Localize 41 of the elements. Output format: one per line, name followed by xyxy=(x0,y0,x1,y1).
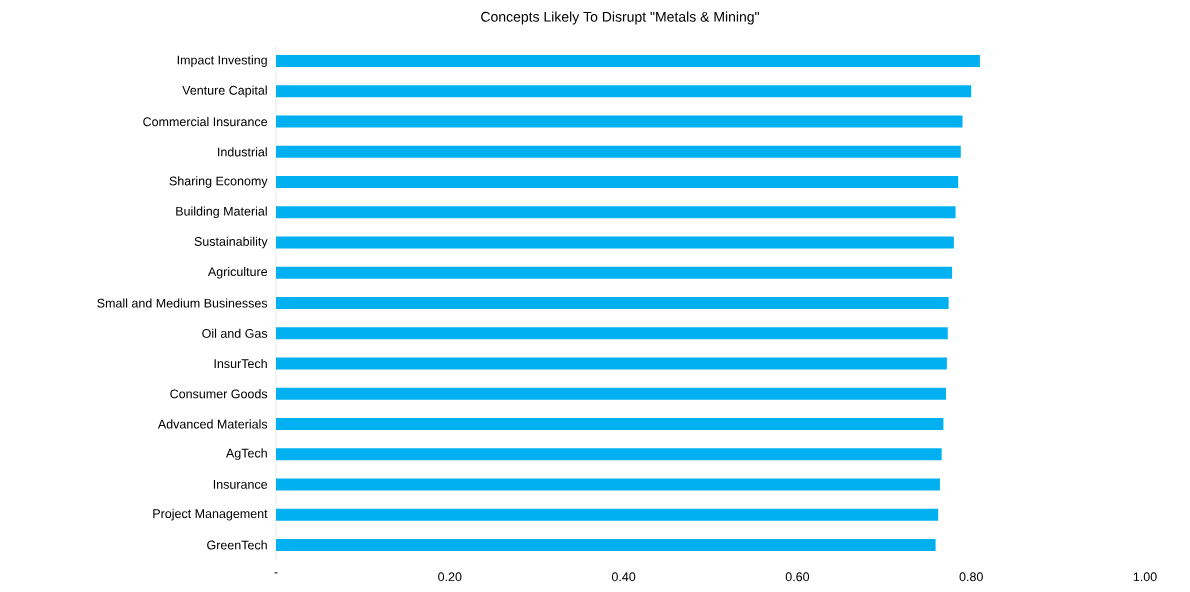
y-tick-label: Advanced Materials xyxy=(157,419,268,429)
x-tick-label: 0.80 xyxy=(959,572,983,582)
bar xyxy=(276,387,947,400)
y-tick-label: Oil and Gas xyxy=(202,328,268,338)
bar xyxy=(276,297,949,309)
bar xyxy=(276,478,940,491)
bar xyxy=(276,176,959,189)
y-tick-label: Venture Capital xyxy=(182,85,267,98)
bar xyxy=(276,266,953,279)
bar xyxy=(276,206,956,219)
y-tick-label: Small and Medium Businesses xyxy=(97,298,268,308)
y-tick-label: Project Management xyxy=(153,508,268,521)
bar xyxy=(276,448,942,461)
bar xyxy=(276,508,939,521)
bar xyxy=(276,85,972,98)
y-tick-label: InsurTech xyxy=(214,358,267,369)
bar xyxy=(276,538,936,551)
y-tick-label: Sharing Economy xyxy=(169,176,268,188)
y-tick-label: Building Material xyxy=(176,206,267,219)
y-tick-label: Consumer Goods xyxy=(170,389,268,399)
bar xyxy=(276,236,954,249)
y-tick-label: Impact Investing xyxy=(177,55,267,67)
x-tick-label: 0.20 xyxy=(438,572,462,582)
bar xyxy=(276,417,944,430)
bar xyxy=(276,327,948,340)
y-tick-label: AgTech xyxy=(225,448,267,461)
bar xyxy=(276,55,980,68)
y-tick-label: Commercial Insurance xyxy=(143,116,268,127)
y-tick-label: Sustainability xyxy=(194,236,268,249)
x-tick-label: - xyxy=(274,572,278,574)
bar xyxy=(276,357,947,370)
y-tick-label: Industrial xyxy=(218,147,267,157)
y-tick-label: Agriculture xyxy=(207,266,268,279)
bar xyxy=(276,145,961,158)
bar xyxy=(276,115,963,128)
chart-title: Concepts Likely To Disrupt "Metals & Mining" xyxy=(481,11,759,25)
x-tick-label: 1.00 xyxy=(1133,572,1157,582)
y-tick-label: GreenTech xyxy=(207,540,267,550)
y-tick-label: Insurance xyxy=(213,480,268,489)
x-tick-label: 0.40 xyxy=(611,572,636,582)
x-tick-label: 0.60 xyxy=(785,572,810,582)
